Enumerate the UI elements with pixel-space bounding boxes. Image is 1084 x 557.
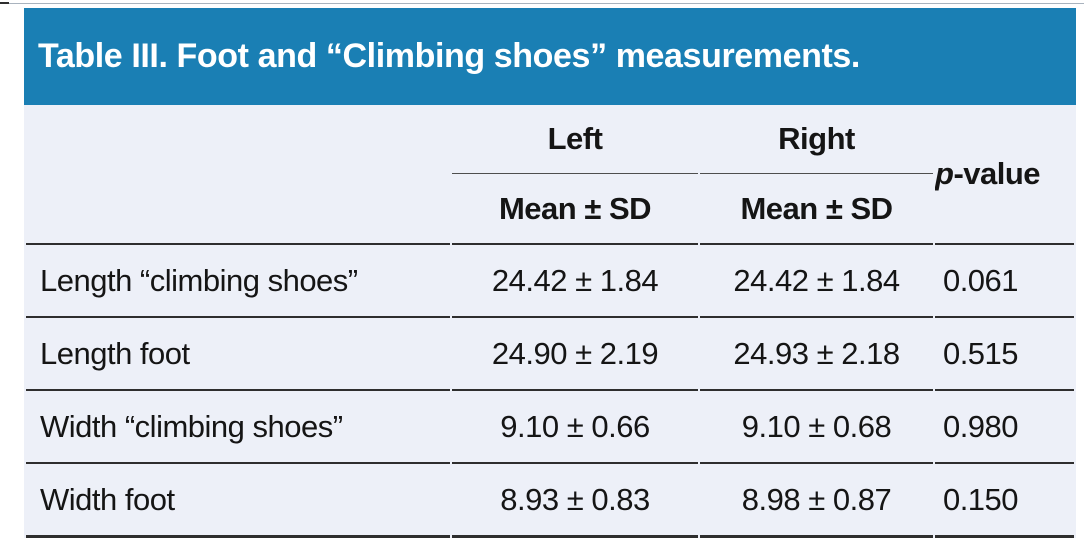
left-mean-sd-value: 24.90 ± 2.19 <box>452 316 698 389</box>
header-left: Left <box>452 105 698 174</box>
table-row: Width “climbing shoes” 9.10 ± 0.66 9.10 … <box>26 389 1074 462</box>
p-value: 0.515 <box>935 316 1074 389</box>
p-value-italic-p: p <box>935 156 954 191</box>
left-mean-sd-value: 9.10 ± 0.66 <box>452 389 698 462</box>
right-mean-sd-value: 8.98 ± 0.87 <box>700 462 933 538</box>
subheader-mean-sd-right: Mean ± SD <box>740 190 893 226</box>
header-row-subheaders: Mean ± SD Mean ± SD <box>26 174 1074 243</box>
right-mean-sd-value: 24.93 ± 2.18 <box>700 316 933 389</box>
right-mean-sd-value: 24.42 ± 1.84 <box>700 243 933 316</box>
table-row: Length foot 24.90 ± 2.19 24.93 ± 2.18 0.… <box>26 316 1074 389</box>
row-label: Width foot <box>26 462 450 538</box>
p-value-rest: -value <box>953 156 1041 191</box>
header-row-groups: Left Right p-value <box>26 105 1074 191</box>
header-empty-cell <box>26 105 450 174</box>
measurements-table: Left Right p-value Mean ± SD Mean ± SD L… <box>24 105 1076 538</box>
left-mean-sd-value: 24.42 ± 1.84 <box>452 243 698 316</box>
row-label: Length foot <box>26 316 450 389</box>
table-title: Table III. Foot and “Climbing shoes” mea… <box>38 37 860 75</box>
left-mean-sd-value: 8.93 ± 0.83 <box>452 462 698 538</box>
row-label: Width “climbing shoes” <box>26 389 450 462</box>
p-value: 0.150 <box>935 462 1074 538</box>
header-right: Right <box>700 105 933 174</box>
header-p-value: p-value <box>935 105 1074 243</box>
table-row: Width foot 8.93 ± 0.83 8.98 ± 0.87 0.150 <box>26 462 1074 538</box>
top-hairline <box>0 3 1084 4</box>
p-value: 0.061 <box>935 243 1074 316</box>
table-title-bar: Table III. Foot and “Climbing shoes” mea… <box>24 8 1076 105</box>
right-mean-sd-value: 9.10 ± 0.68 <box>700 389 933 462</box>
top-hairline-dark-segment <box>0 2 9 4</box>
table-container: Table III. Foot and “Climbing shoes” mea… <box>24 8 1076 538</box>
subheader-empty-cell <box>26 174 450 243</box>
p-value: 0.980 <box>935 389 1074 462</box>
table-row: Length “climbing shoes” 24.42 ± 1.84 24.… <box>26 243 1074 316</box>
row-label: Length “climbing shoes” <box>26 243 450 316</box>
subheader-mean-sd-left: Mean ± SD <box>498 190 652 226</box>
